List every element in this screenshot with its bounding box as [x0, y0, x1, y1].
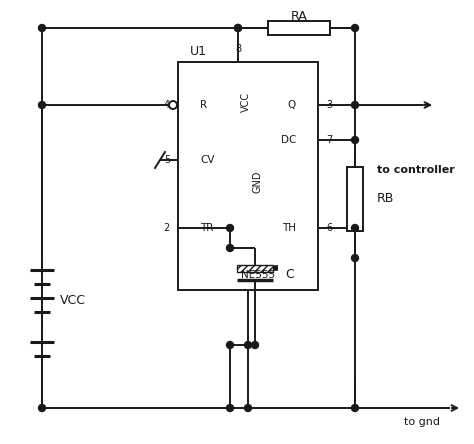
Bar — [237, 265, 273, 272]
Text: CV: CV — [200, 155, 215, 165]
Text: 5: 5 — [164, 155, 170, 165]
Circle shape — [227, 225, 234, 231]
Circle shape — [235, 24, 241, 32]
Circle shape — [235, 24, 241, 32]
Circle shape — [38, 102, 46, 108]
Bar — [178, 62, 318, 290]
Text: TR: TR — [200, 223, 213, 233]
Circle shape — [352, 136, 358, 143]
Circle shape — [227, 404, 234, 412]
Text: C: C — [285, 267, 294, 281]
Circle shape — [227, 245, 234, 251]
Text: R: R — [200, 100, 207, 110]
Text: to controller: to controller — [377, 165, 455, 175]
Circle shape — [245, 341, 252, 349]
Text: VCC: VCC — [60, 293, 86, 306]
Circle shape — [38, 24, 46, 32]
Circle shape — [352, 404, 358, 412]
Text: Q: Q — [288, 100, 296, 110]
Text: GND: GND — [253, 171, 263, 193]
Circle shape — [252, 341, 258, 349]
Circle shape — [352, 254, 358, 262]
Text: RB: RB — [377, 193, 394, 206]
Text: 3: 3 — [326, 100, 332, 110]
Text: 2: 2 — [164, 223, 170, 233]
Text: VCC: VCC — [241, 92, 251, 112]
Circle shape — [38, 404, 46, 412]
Text: TH: TH — [282, 223, 296, 233]
Text: 4: 4 — [164, 100, 170, 110]
Text: NE555: NE555 — [241, 270, 275, 280]
Text: 8: 8 — [235, 44, 241, 54]
Bar — [347, 166, 363, 231]
Circle shape — [227, 341, 234, 349]
Text: RA: RA — [291, 11, 307, 24]
Text: to gnd: to gnd — [404, 417, 440, 427]
Bar — [237, 265, 273, 273]
Bar — [268, 21, 330, 35]
Text: DC: DC — [281, 135, 296, 145]
Text: 7: 7 — [326, 135, 332, 145]
Text: 6: 6 — [326, 223, 332, 233]
Circle shape — [245, 404, 252, 412]
Circle shape — [352, 225, 358, 231]
Circle shape — [352, 24, 358, 32]
Text: U1: U1 — [190, 45, 207, 59]
Circle shape — [169, 101, 177, 109]
Circle shape — [352, 102, 358, 108]
